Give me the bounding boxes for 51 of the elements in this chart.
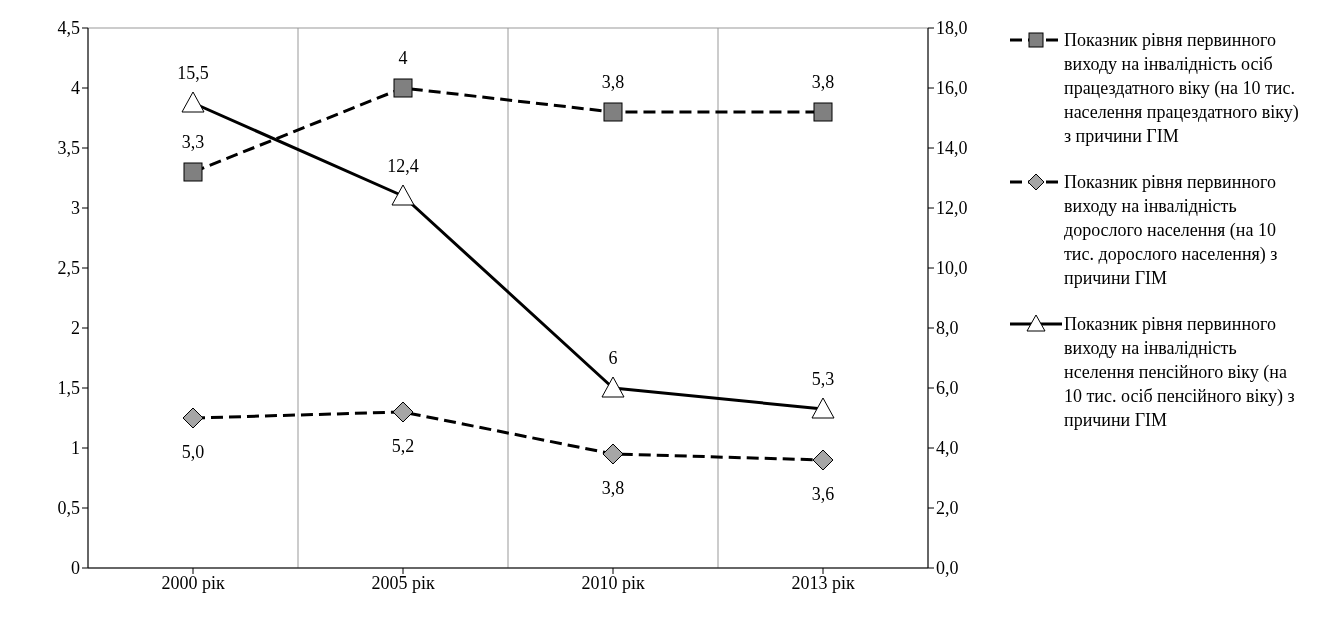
y-tick-label: 1,5 <box>57 378 80 399</box>
x-tick-label: 2000 рік <box>161 572 225 593</box>
x-tick-label: 2013 рік <box>791 572 855 593</box>
y2-tick-label: 4,0 <box>936 438 959 459</box>
data-label: 15,5 <box>177 63 209 84</box>
point <box>181 91 205 113</box>
point <box>393 78 413 98</box>
data-label: 3,8 <box>601 478 625 499</box>
data-label: 4 <box>398 48 408 69</box>
point <box>811 397 835 419</box>
point <box>812 449 834 471</box>
y2-tick-label: 16,0 <box>936 78 968 99</box>
y-tick-label: 1 <box>71 438 80 459</box>
y-tick-label: 4,5 <box>57 18 80 39</box>
data-label: 5,2 <box>391 436 415 457</box>
point <box>603 102 623 122</box>
data-label: 6 <box>608 348 618 369</box>
y-tick-label: 3,5 <box>57 138 80 159</box>
point <box>601 376 625 398</box>
y2-tick-label: 12,0 <box>936 198 968 219</box>
data-label: 3,8 <box>811 72 835 93</box>
x-tick-label: 2010 рік <box>581 572 645 593</box>
y2-tick-label: 10,0 <box>936 258 968 279</box>
point <box>391 184 415 206</box>
legend-label: Показник рівня первинного виходу на інвалідність нселення пенсійного віку (на 10 тис. осіб пенсійного віку) з причини ГІМ <box>1064 313 1296 432</box>
data-label: 5,3 <box>811 369 835 390</box>
y2-tick-label: 18,0 <box>936 18 968 39</box>
y-tick-label: 2,5 <box>57 258 80 279</box>
y2-tick-label: 0,0 <box>936 558 959 579</box>
point <box>813 102 833 122</box>
x-tick-label: 2005 рік <box>371 572 435 593</box>
legend-label: Показник рівня первинного виходу на інвалідність дорослого населення (на 10 тис. дорослого населення) з причини ГІМ <box>1064 171 1279 290</box>
y-tick-label: 3 <box>71 198 80 219</box>
point <box>182 407 204 429</box>
y-tick-label: 2 <box>71 318 80 339</box>
data-label: 3,6 <box>811 484 835 505</box>
data-label: 5,0 <box>181 442 205 463</box>
y-tick-label: 4 <box>71 78 80 99</box>
y-tick-label: 0 <box>71 558 80 579</box>
y2-tick-label: 2,0 <box>936 498 959 519</box>
point <box>392 401 414 423</box>
y2-tick-label: 14,0 <box>936 138 968 159</box>
point <box>602 443 624 465</box>
data-label: 3,3 <box>181 132 205 153</box>
y2-tick-label: 6,0 <box>936 378 959 399</box>
data-label: 12,4 <box>387 156 419 177</box>
y-tick-label: 0,5 <box>57 498 80 519</box>
y2-tick-label: 8,0 <box>936 318 959 339</box>
point <box>183 162 203 182</box>
legend-label: Показник рівня первинного виходу на інвалідність осіб працездатного віку (на 10 тис. населення працездатного віку) з причини ГІМ <box>1064 29 1300 148</box>
data-label: 3,8 <box>601 72 625 93</box>
